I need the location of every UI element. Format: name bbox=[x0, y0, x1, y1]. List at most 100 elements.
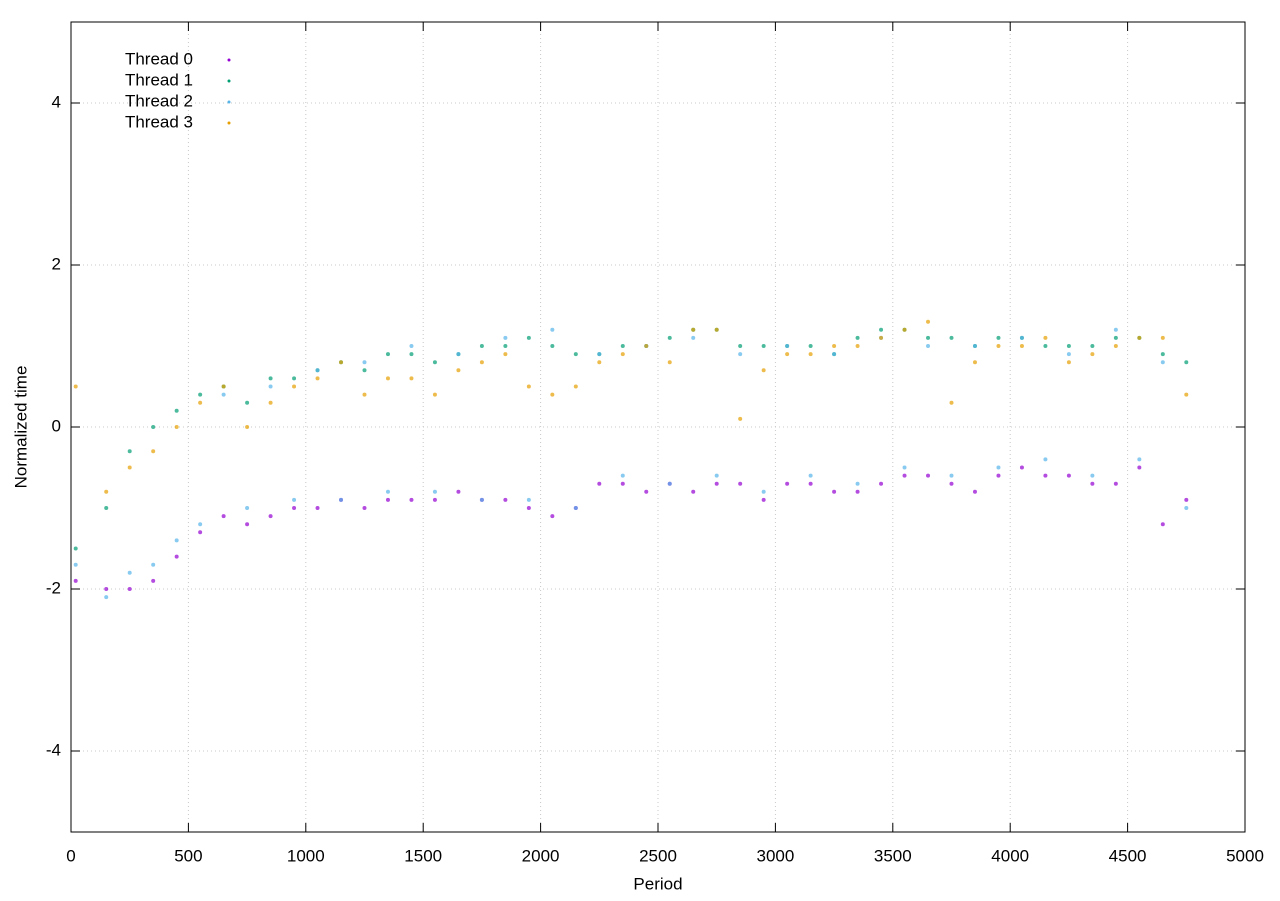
point bbox=[1184, 497, 1189, 502]
point bbox=[104, 587, 109, 591]
point bbox=[456, 489, 461, 494]
point bbox=[409, 352, 414, 357]
x-tick-label: 5000 bbox=[1226, 846, 1264, 865]
point bbox=[667, 335, 672, 340]
point bbox=[855, 344, 860, 348]
point bbox=[691, 327, 696, 332]
point bbox=[1160, 522, 1165, 527]
point bbox=[503, 497, 508, 502]
point bbox=[174, 408, 179, 413]
point bbox=[526, 335, 531, 340]
point bbox=[996, 465, 1001, 470]
point bbox=[1043, 344, 1048, 348]
point bbox=[808, 473, 813, 478]
point bbox=[620, 352, 625, 357]
point bbox=[409, 344, 414, 348]
point bbox=[902, 327, 907, 332]
point bbox=[245, 400, 250, 405]
point bbox=[73, 578, 78, 583]
point bbox=[785, 481, 790, 486]
point bbox=[127, 449, 132, 454]
point bbox=[879, 481, 884, 486]
point bbox=[949, 400, 954, 405]
point bbox=[432, 489, 437, 494]
point bbox=[292, 384, 297, 389]
point bbox=[785, 344, 790, 348]
point bbox=[526, 497, 531, 502]
point bbox=[855, 335, 860, 340]
point bbox=[503, 352, 508, 357]
point bbox=[832, 344, 837, 348]
x-tick-label: 500 bbox=[174, 846, 202, 865]
point bbox=[1160, 360, 1165, 365]
y-tick-label: -4 bbox=[46, 740, 61, 759]
point bbox=[620, 344, 625, 348]
legend-label: Thread 3 bbox=[125, 112, 193, 131]
point bbox=[550, 344, 555, 348]
point bbox=[1019, 335, 1024, 340]
point bbox=[620, 481, 625, 486]
point bbox=[1019, 344, 1024, 348]
point bbox=[972, 360, 977, 365]
point bbox=[620, 473, 625, 478]
point bbox=[972, 489, 977, 494]
point bbox=[597, 360, 602, 365]
point bbox=[785, 352, 790, 357]
point bbox=[151, 449, 156, 454]
point bbox=[738, 344, 743, 348]
legend-marker bbox=[227, 58, 231, 62]
point bbox=[761, 497, 766, 502]
point bbox=[174, 425, 179, 429]
x-tick-label: 4000 bbox=[991, 846, 1029, 865]
x-tick-label: 1000 bbox=[287, 846, 325, 865]
point bbox=[691, 489, 696, 494]
point bbox=[292, 506, 297, 510]
point bbox=[996, 344, 1001, 348]
point bbox=[268, 514, 273, 519]
point bbox=[714, 473, 719, 478]
point bbox=[996, 473, 1001, 478]
point bbox=[315, 376, 320, 381]
point bbox=[221, 392, 226, 397]
point bbox=[73, 546, 78, 551]
legend-label: Thread 2 bbox=[125, 91, 193, 110]
x-axis-title: Period bbox=[633, 874, 682, 893]
point bbox=[1184, 392, 1189, 397]
y-axis-title: Normalized time bbox=[11, 366, 30, 489]
point bbox=[198, 522, 203, 527]
y-tick-label: 0 bbox=[52, 416, 61, 435]
point bbox=[597, 352, 602, 357]
legend-marker bbox=[227, 121, 231, 125]
point bbox=[714, 327, 719, 332]
point bbox=[151, 425, 156, 429]
point bbox=[1113, 327, 1118, 332]
point bbox=[174, 538, 179, 543]
point bbox=[949, 473, 954, 478]
point bbox=[198, 392, 203, 397]
point bbox=[738, 416, 743, 421]
point bbox=[902, 473, 907, 478]
point bbox=[151, 578, 156, 583]
point bbox=[667, 481, 672, 486]
point bbox=[1019, 465, 1024, 470]
point bbox=[879, 335, 884, 340]
point bbox=[1113, 344, 1118, 348]
point bbox=[1113, 481, 1118, 486]
point bbox=[644, 344, 649, 348]
point bbox=[573, 352, 578, 357]
point bbox=[949, 481, 954, 486]
point bbox=[526, 506, 531, 510]
point bbox=[456, 368, 461, 373]
point bbox=[127, 570, 132, 575]
point bbox=[339, 497, 344, 502]
point bbox=[1090, 352, 1095, 357]
point bbox=[597, 481, 602, 486]
point bbox=[1090, 344, 1095, 348]
point bbox=[573, 384, 578, 389]
point bbox=[1113, 335, 1118, 340]
point bbox=[151, 562, 156, 567]
point bbox=[503, 344, 508, 348]
point bbox=[738, 481, 743, 486]
point bbox=[550, 514, 555, 519]
